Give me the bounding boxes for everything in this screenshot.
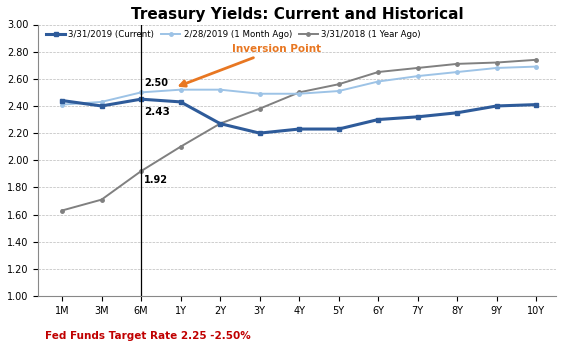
3/31/2019 (Current) xyxy=(138,97,145,101)
2/28/2019 (1 Month Ago) xyxy=(375,79,382,84)
3/31/2018 (1 Year Ago) xyxy=(256,107,263,111)
3/31/2018 (1 Year Ago) xyxy=(533,58,540,62)
3/31/2019 (Current) xyxy=(493,104,500,108)
2/28/2019 (1 Month Ago) xyxy=(533,65,540,69)
2/28/2019 (1 Month Ago) xyxy=(138,90,145,94)
3/31/2019 (Current) xyxy=(256,131,263,135)
2/28/2019 (1 Month Ago) xyxy=(414,74,421,78)
2/28/2019 (1 Month Ago) xyxy=(59,102,65,107)
Legend: 3/31/2019 (Current), 2/28/2019 (1 Month Ago), 3/31/2018 (1 Year Ago): 3/31/2019 (Current), 2/28/2019 (1 Month … xyxy=(43,26,424,42)
3/31/2018 (1 Year Ago) xyxy=(98,197,105,202)
Text: 2.50: 2.50 xyxy=(144,78,168,88)
3/31/2019 (Current) xyxy=(336,127,342,131)
2/28/2019 (1 Month Ago) xyxy=(256,92,263,96)
3/31/2018 (1 Year Ago) xyxy=(414,66,421,70)
2/28/2019 (1 Month Ago) xyxy=(336,89,342,93)
2/28/2019 (1 Month Ago) xyxy=(217,87,224,92)
3/31/2019 (Current) xyxy=(59,99,65,103)
3/31/2019 (Current) xyxy=(375,117,382,121)
3/31/2018 (1 Year Ago) xyxy=(217,121,224,126)
3/31/2018 (1 Year Ago) xyxy=(454,62,461,66)
3/31/2018 (1 Year Ago) xyxy=(177,145,184,149)
Title: Treasury Yields: Current and Historical: Treasury Yields: Current and Historical xyxy=(131,7,463,22)
2/28/2019 (1 Month Ago) xyxy=(296,92,302,96)
Line: 2/28/2019 (1 Month Ago): 2/28/2019 (1 Month Ago) xyxy=(60,65,538,106)
2/28/2019 (1 Month Ago) xyxy=(177,87,184,92)
2/28/2019 (1 Month Ago) xyxy=(98,100,105,104)
3/31/2018 (1 Year Ago) xyxy=(59,209,65,213)
3/31/2019 (Current) xyxy=(533,102,540,107)
Text: Inversion Point: Inversion Point xyxy=(180,44,321,86)
Line: 3/31/2018 (1 Year Ago): 3/31/2018 (1 Year Ago) xyxy=(60,58,538,212)
2/28/2019 (1 Month Ago) xyxy=(493,66,500,70)
Text: Fed Funds Target Rate 2.25 -2.50%: Fed Funds Target Rate 2.25 -2.50% xyxy=(45,331,251,341)
3/31/2019 (Current) xyxy=(98,104,105,108)
3/31/2018 (1 Year Ago) xyxy=(493,60,500,65)
3/31/2018 (1 Year Ago) xyxy=(296,90,302,94)
Text: 1.92: 1.92 xyxy=(144,175,168,185)
3/31/2018 (1 Year Ago) xyxy=(138,169,145,173)
3/31/2019 (Current) xyxy=(296,127,302,131)
Text: 2.43: 2.43 xyxy=(144,107,170,117)
3/31/2019 (Current) xyxy=(414,115,421,119)
2/28/2019 (1 Month Ago) xyxy=(454,70,461,74)
Line: 3/31/2019 (Current): 3/31/2019 (Current) xyxy=(60,97,539,136)
3/31/2018 (1 Year Ago) xyxy=(375,70,382,74)
3/31/2018 (1 Year Ago) xyxy=(336,82,342,86)
3/31/2019 (Current) xyxy=(454,111,461,115)
3/31/2019 (Current) xyxy=(217,121,224,126)
3/31/2019 (Current) xyxy=(177,100,184,104)
